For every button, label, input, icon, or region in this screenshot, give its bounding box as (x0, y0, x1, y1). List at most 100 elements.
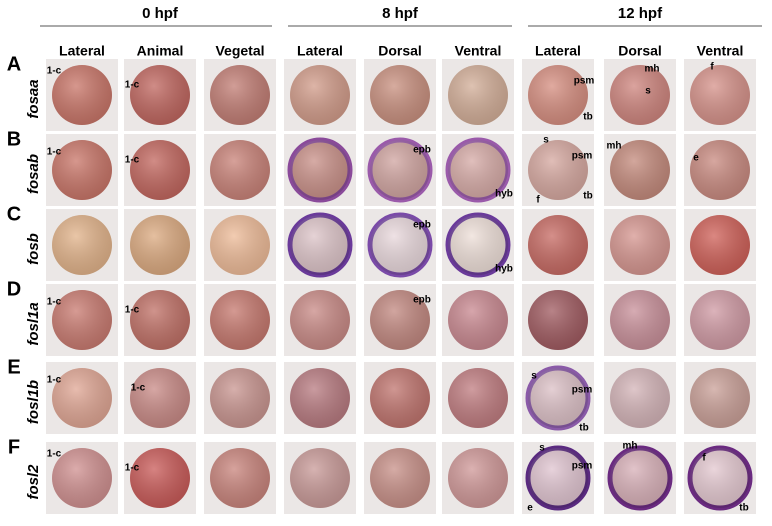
view-label: Ventral (697, 43, 744, 59)
embryo-shading (610, 368, 670, 428)
annotation: hyb (495, 264, 513, 275)
view-label: Animal (137, 43, 184, 59)
embryo-shading (610, 140, 670, 200)
embryo-shading (52, 448, 112, 508)
annotation: epb (413, 295, 431, 306)
embryo-shading (130, 448, 190, 508)
annotation: 1-c (125, 463, 140, 474)
time-header: 8 hpf (382, 5, 419, 22)
embryo-shading (52, 65, 112, 125)
embryo-shading (130, 140, 190, 200)
annotation: tb (579, 423, 588, 434)
embryo-shading (370, 368, 430, 428)
embryo-shading (52, 368, 112, 428)
embryo-shading (210, 140, 270, 200)
annotation: 1-c (125, 155, 140, 166)
view-label: Dorsal (378, 43, 422, 59)
annotation: 1-c (131, 383, 146, 394)
row-letter: A (7, 53, 21, 75)
embryo-shading (448, 368, 508, 428)
view-label: Ventral (455, 43, 502, 59)
annotation: tb (583, 191, 592, 202)
embryo-shading (528, 65, 588, 125)
embryo-shading (370, 65, 430, 125)
embryo-shading (210, 65, 270, 125)
embryo-shading (290, 448, 350, 508)
annotation: psm (572, 151, 593, 162)
row-letter: D (7, 278, 21, 300)
annotation: mh (607, 141, 622, 152)
embryo-shading (610, 215, 670, 275)
time-header: 12 hpf (618, 5, 663, 22)
annotation: 1-c (47, 449, 62, 460)
annotation: psm (574, 76, 595, 87)
annotation: s (645, 86, 651, 97)
embryo-shading (690, 140, 750, 200)
annotation: tb (739, 503, 748, 514)
row-letter: C (7, 203, 21, 225)
embryo-shading (52, 140, 112, 200)
annotation: s (539, 443, 545, 454)
gene-name: fosl2 (25, 464, 42, 500)
annotation: f (710, 62, 714, 73)
embryo-shading (528, 215, 588, 275)
embryo-shading (290, 140, 350, 200)
embryo-shading (690, 290, 750, 350)
embryo-shading (52, 290, 112, 350)
embryo-shading (610, 290, 670, 350)
embryo-shading (690, 65, 750, 125)
annotation: 1-c (47, 375, 62, 386)
embryo-shading (370, 448, 430, 508)
annotation: f (536, 195, 540, 206)
embryo-shading (130, 368, 190, 428)
embryo-shading (690, 215, 750, 275)
view-label: Vegetal (215, 43, 264, 59)
view-label: Lateral (297, 43, 343, 59)
embryo-shading (370, 290, 430, 350)
annotation: s (531, 371, 537, 382)
embryo-shading (690, 448, 750, 508)
embryo-shading (690, 368, 750, 428)
embryo-shading (448, 215, 508, 275)
gene-name: fosab (25, 154, 42, 194)
annotation: hyb (495, 189, 513, 200)
embryo-shading (210, 448, 270, 508)
embryo-shading (210, 368, 270, 428)
time-header: 0 hpf (142, 5, 179, 22)
view-label: Lateral (535, 43, 581, 59)
gene-name: fosl1b (25, 380, 42, 424)
embryo-shading (130, 290, 190, 350)
annotation: s (543, 135, 549, 146)
embryo-shading (610, 65, 670, 125)
embryo-shading (130, 215, 190, 275)
annotation: e (527, 503, 533, 514)
annotation: 1-c (47, 147, 62, 158)
annotation: psm (572, 385, 593, 396)
embryo-shading (528, 368, 588, 428)
embryo-shading (210, 215, 270, 275)
embryo-shading (610, 448, 670, 508)
gene-name: fosl1a (25, 302, 42, 345)
annotation: epb (413, 145, 431, 156)
annotation: 1-c (47, 297, 62, 308)
annotation: e (693, 153, 699, 164)
annotation: f (702, 453, 706, 464)
embryo-shading (528, 448, 588, 508)
annotation: epb (413, 220, 431, 231)
embryo-shading (448, 448, 508, 508)
annotation: 1-c (125, 305, 140, 316)
row-letter: B (7, 128, 21, 150)
view-label: Dorsal (618, 43, 662, 59)
row-letter: E (7, 356, 20, 378)
embryo-shading (290, 65, 350, 125)
embryo-shading (130, 65, 190, 125)
embryo-shading (370, 140, 430, 200)
embryo-shading (290, 215, 350, 275)
annotation: psm (572, 461, 593, 472)
view-label: Lateral (59, 43, 105, 59)
annotation: 1-c (125, 80, 140, 91)
embryo-shading (52, 215, 112, 275)
embryo-shading (370, 215, 430, 275)
embryo-shading (528, 140, 588, 200)
